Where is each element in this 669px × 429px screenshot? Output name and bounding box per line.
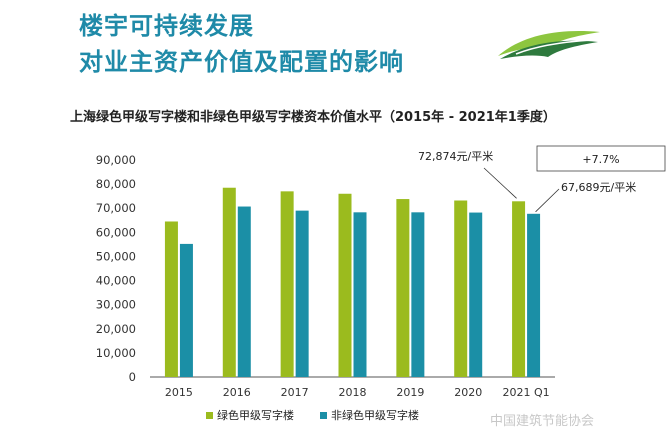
x-tick-label: 2015 — [165, 386, 193, 399]
y-tick-label: 40,000 — [96, 274, 136, 288]
annotation-blue-value: 67,689元/平米 — [561, 181, 636, 194]
bar-blue — [469, 212, 483, 377]
annotations: 72,874元/平米 67,689元/平米 +7.7% — [418, 145, 666, 213]
y-tick-label: 90,000 — [96, 153, 136, 167]
chart-title: 上海绿色甲级写字楼和非绿色甲级写字楼资本价值水平（2015年 - 2021年1季… — [70, 110, 556, 125]
x-tick-label: 2021 Q1 — [502, 386, 549, 399]
bar-green — [512, 201, 526, 377]
y-tick-label: 60,000 — [96, 225, 136, 239]
y-tick-label: 80,000 — [96, 177, 136, 191]
x-tick-label: 2019 — [396, 386, 424, 399]
annotation-blue-leader — [535, 188, 560, 213]
difference-box — [536, 145, 666, 172]
legend-swatch-blue — [320, 411, 327, 419]
bar-blue — [179, 243, 193, 377]
y-tick-label: 20,000 — [96, 322, 136, 336]
y-tick-label: 50,000 — [96, 249, 136, 263]
green-hills-logo-icon — [498, 31, 600, 59]
annotation-green-leader — [483, 167, 517, 199]
x-tick-label: 2018 — [339, 386, 367, 399]
bar-blue — [411, 212, 425, 377]
x-tick-label: 2017 — [281, 386, 309, 399]
y-tick-label: 70,000 — [96, 201, 136, 215]
bar-blue — [295, 210, 309, 377]
legend-item-green: 绿色甲级写字楼 — [206, 407, 294, 423]
legend-label-green: 绿色甲级写字楼 — [217, 409, 294, 422]
legend-swatch-green — [206, 411, 213, 419]
bar-blue — [353, 212, 367, 377]
bar-green — [280, 191, 294, 377]
headline-line-1: 楼宇可持续发展 — [79, 12, 254, 40]
bar-blue — [527, 213, 541, 377]
bar-green — [396, 199, 410, 377]
bar-green — [454, 200, 468, 377]
headline-line-2: 对业主资产价值及配置的影响 — [79, 48, 404, 76]
bar-green — [222, 187, 236, 377]
x-tick-label: 2020 — [454, 386, 482, 399]
y-axis: 0 10,000 20,000 30,000 40,000 50,000 60,000 70,… — [96, 153, 136, 384]
x-axis: 2015 2016 2017 2018 2019 2020 2021 Q1 — [150, 376, 555, 399]
y-tick-label: 0 — [129, 370, 136, 384]
annotation-green-value: 72,874元/平米 — [418, 150, 493, 163]
watermark: 中国建筑节能协会 — [490, 414, 595, 429]
bars — [164, 187, 541, 377]
bar-blue — [237, 206, 251, 377]
x-tick-label: 2016 — [223, 386, 251, 399]
legend-item-blue: 非绿色甲级写字楼 — [320, 407, 419, 423]
bar-green — [338, 193, 352, 377]
annotation-difference: +7.7% — [582, 153, 619, 166]
bar-green — [164, 221, 178, 377]
y-tick-label: 10,000 — [96, 346, 136, 360]
legend-label-blue: 非绿色甲级写字楼 — [331, 409, 419, 422]
y-tick-label: 30,000 — [96, 298, 136, 312]
